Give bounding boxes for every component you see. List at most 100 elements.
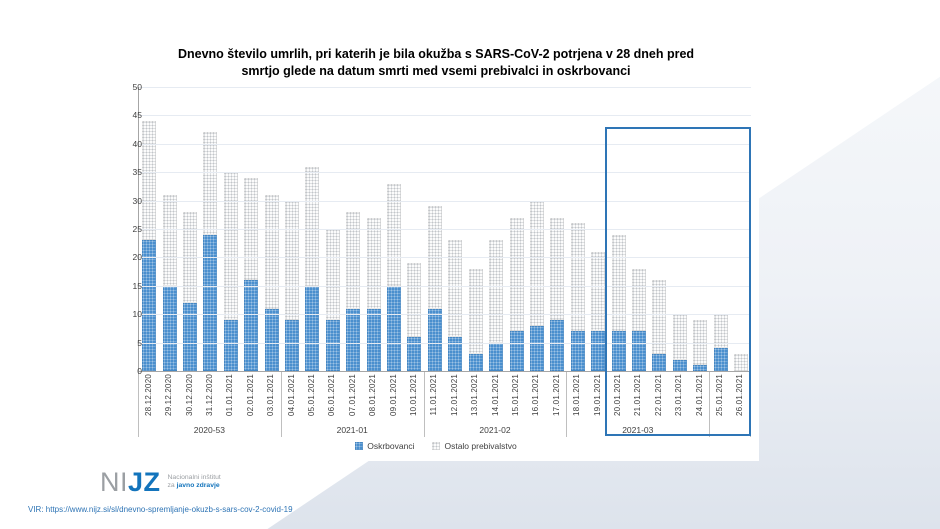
y-axis-tick-label: 5 [137,337,142,348]
chart-legend: Oskrbovanci Ostalo prebivalstvo [113,441,759,451]
bar-segment-ostalo-prebivalstvo [652,280,667,354]
y-axis-tick-label: 50 [132,82,142,92]
bar-column [731,87,751,371]
bar-segment-oskrbovanci [162,285,177,371]
nijz-logo-subtitle-line1: Nacionalni inštitut [167,474,221,481]
bar-segment-ostalo-prebivalstvo [529,200,544,326]
gridline [139,342,751,344]
legend-swatch [355,442,364,450]
bar-segment-ostalo-prebivalstvo [591,251,606,332]
bar-column [506,87,526,371]
date-label: 15.01.2021 [511,374,521,417]
week-group-separator [138,372,139,437]
legend-item: Ostalo prebivalstvo [432,441,517,451]
date-label: 17.01.2021 [551,374,561,417]
week-group-separator [423,372,425,437]
bar-segment-oskrbovanci [223,319,238,371]
week-group-label: 2021-01 [336,425,368,435]
bar-segment-oskrbovanci [183,302,198,371]
legend-label: Oskrbovanci [367,441,415,451]
x-axis-label-column: 15.01.2021 [505,374,525,426]
bar-column [486,87,506,371]
bar-column [404,87,424,371]
bar-column [710,87,730,371]
x-axis-label-column: 05.01.2021 [301,374,321,426]
date-label: 01.01.2021 [225,374,235,417]
date-label: 18.01.2021 [572,374,582,417]
gridline [139,257,751,259]
week-group-separator [280,372,282,437]
y-axis-tick-label: 30 [132,195,142,206]
gridline [139,143,751,145]
date-label: 09.01.2021 [388,374,398,417]
bar-column [629,87,649,371]
x-axis-label-column: 12.01.2021 [444,374,464,426]
x-axis-label-column: 14.01.2021 [485,374,505,426]
bar-column [384,87,404,371]
chart-title-line2: smrtjo glede na datum smrti med vsemi pr… [241,64,631,78]
date-label: 03.01.2021 [266,374,276,417]
bar-segment-ostalo-prebivalstvo [407,263,422,337]
nijz-logo-blue-letters: JZ [128,467,161,497]
date-label: 30.12.2020 [184,374,194,417]
bar-segment-oskrbovanci [509,331,524,371]
gridline [139,229,751,230]
bar-segment-ostalo-prebivalstvo [733,353,748,371]
bar-segment-ostalo-prebivalstvo [142,121,157,241]
bar-column [445,87,465,371]
y-axis-tick-label: 40 [132,138,142,149]
bar-segment-oskrbovanci [468,353,483,371]
x-axis-label-column: 16.01.2021 [526,374,546,426]
bar-segment-ostalo-prebivalstvo [325,229,340,320]
bar-segment-oskrbovanci [591,331,606,371]
gridline [139,87,751,88]
week-group-label: 2021-03 [622,425,654,435]
date-label: 08.01.2021 [368,374,378,417]
nijz-logo-word: NIJZ [100,467,161,497]
bar-column [588,87,608,371]
bar-segment-oskrbovanci [611,331,626,371]
source-url-link[interactable]: VIR: https://www.nijz.si/sl/dnevno-sprem… [28,505,293,514]
gridline [139,115,751,117]
legend-item: Oskrbovanci [355,441,414,451]
bar-segment-ostalo-prebivalstvo [223,172,238,320]
date-label: 10.01.2021 [408,374,418,417]
week-group-separator [709,372,711,437]
date-label: 12.01.2021 [449,374,459,417]
x-axis-label-column: 10.01.2021 [403,374,423,426]
y-axis-tick-label: 45 [132,110,142,121]
bar-segment-oskrbovanci [325,319,340,371]
x-axis-label-column: 02.01.2021 [240,374,260,426]
bar-segment-ostalo-prebivalstvo [631,268,646,332]
chart-title: Dnevno število umrlih, pri katerih je bi… [113,46,759,80]
bar-segment-ostalo-prebivalstvo [387,183,402,286]
date-label: 02.01.2021 [245,374,255,417]
y-axis-tick-label: 10 [132,309,142,320]
date-label: 04.01.2021 [286,374,296,417]
bar-column [139,87,159,371]
x-axis-label-column: 18.01.2021 [567,374,587,426]
bar-segment-ostalo-prebivalstvo [713,314,728,349]
bar-segment-ostalo-prebivalstvo [489,240,504,343]
y-axis-tick-label: 35 [132,167,142,178]
bar-segment-ostalo-prebivalstvo [346,211,361,309]
legend-label: Ostalo prebivalstvo [444,441,517,451]
bar-segment-oskrbovanci [570,331,585,371]
bar-segment-oskrbovanci [693,365,708,371]
date-label: 31.12.2020 [204,374,214,417]
bar-segment-ostalo-prebivalstvo [162,194,177,286]
bar-segment-ostalo-prebivalstvo [550,217,565,320]
bar-column [466,87,486,371]
bar-segment-oskrbovanci [448,336,463,371]
x-axis-label-column: 04.01.2021 [281,374,301,426]
date-label: 19.01.2021 [592,374,602,417]
bar-segment-ostalo-prebivalstvo [509,217,524,332]
x-axis-label-column: 06.01.2021 [322,374,342,426]
legend-swatch [432,442,441,450]
date-label: 14.01.2021 [490,374,500,417]
bar-segment-oskrbovanci [631,331,646,371]
bar-segment-oskrbovanci [366,308,381,371]
bar-segment-oskrbovanci [203,234,218,371]
bar-segment-oskrbovanci [529,325,544,371]
bar-column [670,87,690,371]
